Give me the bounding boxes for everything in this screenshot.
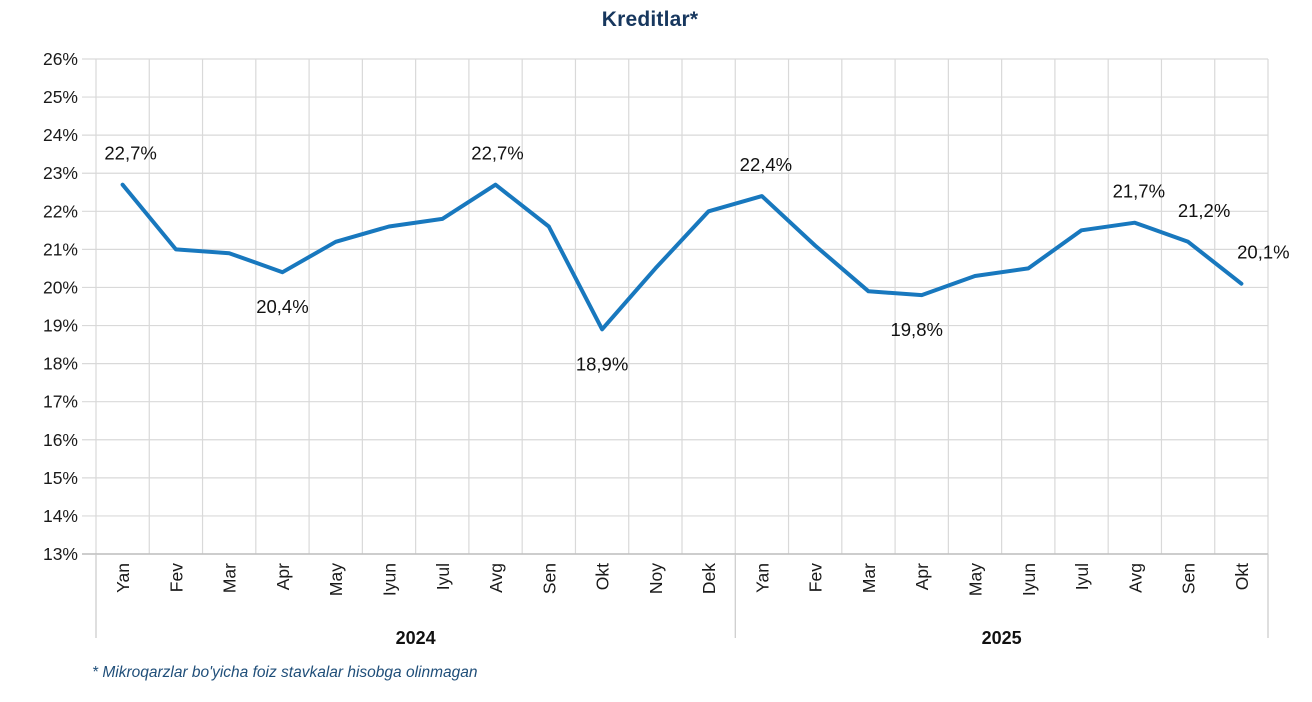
data-point-label: 22,4% bbox=[740, 154, 792, 175]
data-point-label: 21,7% bbox=[1113, 181, 1165, 202]
month-label: Okt bbox=[593, 563, 613, 590]
y-tick-label: 26% bbox=[43, 49, 78, 69]
y-tick-label: 24% bbox=[43, 125, 78, 145]
month-label: Iyun bbox=[1019, 563, 1039, 596]
month-label: Dek bbox=[699, 563, 719, 594]
month-label: May bbox=[966, 563, 986, 596]
month-label: Okt bbox=[1232, 563, 1252, 590]
month-label: Apr bbox=[273, 563, 293, 590]
month-label: Iyul bbox=[433, 563, 453, 590]
y-tick-label: 17% bbox=[43, 392, 78, 412]
month-label: Avg bbox=[486, 563, 506, 593]
data-point-label: 19,8% bbox=[890, 319, 942, 340]
month-label: Fev bbox=[166, 563, 186, 592]
month-label: Iyul bbox=[1072, 563, 1092, 590]
y-tick-label: 19% bbox=[43, 316, 78, 336]
y-tick-label: 25% bbox=[43, 87, 78, 107]
chart-footnote: * Mikroqarzlar bo'yicha foiz stavkalar h… bbox=[92, 664, 478, 681]
data-point-label: 18,9% bbox=[576, 353, 628, 374]
chart-title: Kreditlar* bbox=[601, 8, 699, 31]
data-point-label: 21,2% bbox=[1178, 200, 1230, 221]
y-tick-label: 16% bbox=[43, 430, 78, 450]
month-label: Yan bbox=[752, 563, 772, 593]
month-label: Mar bbox=[220, 563, 240, 593]
data-point-label: 20,4% bbox=[256, 296, 308, 317]
year-label: 2024 bbox=[396, 628, 436, 648]
month-label: Apr bbox=[912, 563, 932, 590]
month-label: Noy bbox=[646, 563, 666, 594]
data-point-label: 22,7% bbox=[104, 143, 156, 164]
y-tick-label: 20% bbox=[43, 277, 78, 297]
trend-line bbox=[120, 182, 1244, 332]
data-point-label: 20,1% bbox=[1237, 242, 1289, 263]
month-label: Sen bbox=[1179, 563, 1199, 594]
y-tick-label: 23% bbox=[43, 163, 78, 183]
year-label: 2025 bbox=[982, 628, 1022, 648]
month-label: Avg bbox=[1125, 563, 1145, 593]
data-point-label: 22,7% bbox=[471, 143, 523, 164]
month-label: Mar bbox=[859, 563, 879, 593]
month-label: Yan bbox=[113, 563, 133, 593]
y-tick-label: 21% bbox=[43, 239, 78, 259]
month-label: Sen bbox=[539, 563, 559, 594]
y-tick-label: 14% bbox=[43, 506, 78, 526]
y-tick-label: 13% bbox=[43, 544, 78, 564]
month-label: Iyun bbox=[380, 563, 400, 596]
month-label: Fev bbox=[806, 563, 826, 592]
y-tick-label: 15% bbox=[43, 468, 78, 488]
y-tick-label: 22% bbox=[43, 201, 78, 221]
month-label: May bbox=[326, 563, 346, 596]
y-tick-label: 18% bbox=[43, 354, 78, 374]
